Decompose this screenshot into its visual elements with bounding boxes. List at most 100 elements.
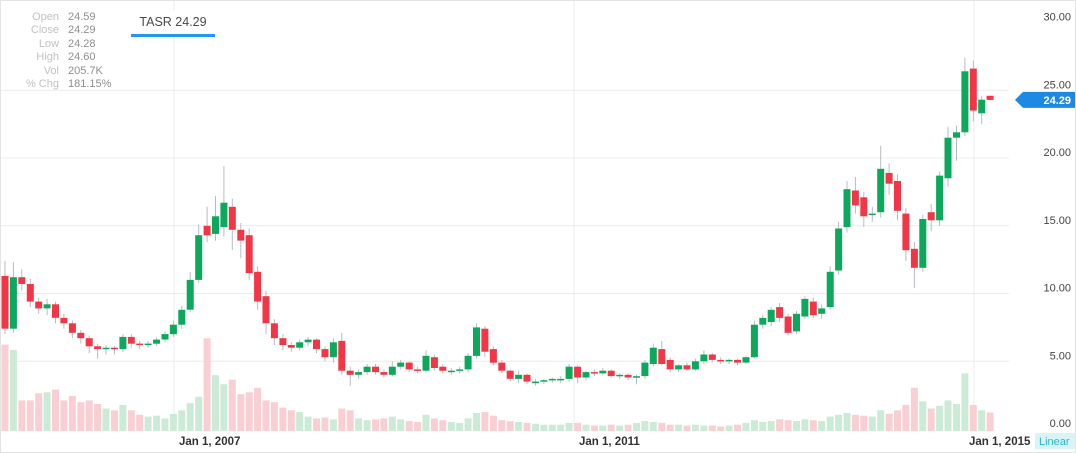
candle-body (607, 370, 615, 377)
volume-bars (1, 338, 994, 431)
candle-body (633, 376, 640, 378)
candle-body (759, 317, 767, 325)
price-tag[interactable]: 24.29 (1015, 91, 1076, 108)
scale-selector-highlight (1035, 433, 1075, 449)
candle-body (111, 347, 118, 350)
candle-body (498, 362, 506, 371)
candle-body (986, 95, 994, 100)
candle-body (649, 347, 657, 364)
candle-body (102, 347, 110, 350)
high-label: High (36, 51, 59, 64)
candle-body (809, 301, 817, 316)
price-tick-label: 5.00 (1050, 350, 1071, 362)
candle-body (919, 219, 927, 268)
candle-body (523, 374, 531, 382)
pct-change-label: % Chg (25, 78, 59, 91)
candle-body (776, 307, 784, 318)
candle-body (532, 381, 539, 384)
candle-body (910, 248, 918, 268)
candle-body (270, 323, 278, 339)
candle-body (68, 323, 76, 333)
candle-body (843, 189, 851, 228)
candle-body (52, 304, 59, 318)
candle-body (666, 359, 674, 370)
price-tick-label: 20.00 (1043, 147, 1071, 159)
candle-body (186, 279, 194, 310)
time-tick-label: Jan 1, 2011 (579, 436, 640, 448)
candle-body (927, 212, 935, 221)
candle-body (372, 366, 379, 373)
open-value: 24.59 (68, 11, 96, 23)
price-tick-label: 0.00 (1050, 418, 1071, 430)
candle-body (195, 235, 203, 280)
candle-body (506, 370, 514, 379)
legend-row-pct-change: % Chg 181.15% (17, 78, 111, 91)
candle-body (296, 342, 304, 348)
candle-body (178, 309, 186, 325)
candle-body (624, 374, 632, 378)
candle-body (565, 366, 573, 379)
candle-body (902, 213, 910, 251)
low-value: 24.28 (68, 37, 96, 50)
candle-body (456, 369, 464, 371)
candle-body (515, 374, 523, 379)
candle-body (262, 296, 270, 324)
low-label: Low (38, 37, 59, 50)
candle-body (414, 369, 422, 371)
candle-body (77, 332, 85, 339)
candle-body (321, 349, 329, 358)
candle-body (430, 357, 438, 368)
candle-body (936, 175, 944, 221)
candle-body (346, 370, 354, 375)
symbol-tab[interactable]: TASR 24.29 (131, 11, 215, 37)
time-tick-label: Jan 1, 2007 (179, 436, 240, 448)
candle-body (397, 362, 405, 367)
high-value: 24.60 (68, 51, 96, 64)
candle-body (1, 275, 9, 329)
candle-body (548, 378, 556, 381)
legend-row-open: Open 24.59 (17, 11, 111, 24)
candle-body (355, 372, 363, 375)
candle-body (582, 372, 590, 378)
candle-body (590, 372, 598, 374)
candle-body (169, 324, 177, 335)
candle-body (220, 202, 228, 228)
candle-body (279, 338, 287, 345)
candle-body (464, 355, 472, 370)
candle-body (675, 365, 683, 370)
candles[interactable] (1, 57, 994, 386)
candle-body (338, 340, 346, 371)
candle-body (574, 366, 582, 378)
price-axis[interactable]: 30.00 25.00 20.00 15.00 10.00 5.00 0.00 (1043, 12, 1071, 431)
candle-body (60, 317, 68, 324)
candle-body (725, 359, 733, 362)
candle-body (153, 339, 161, 344)
candle-body (978, 99, 986, 114)
candle-body (9, 277, 17, 329)
scale-selector[interactable]: Linear (1035, 433, 1076, 449)
candle-body (616, 374, 624, 377)
legend-row-close: Close 24.29 (17, 24, 111, 37)
candle-body (447, 370, 455, 373)
candle-body (708, 354, 716, 360)
candle-body (380, 372, 388, 375)
candle-body (287, 345, 295, 348)
candle-body (961, 71, 969, 133)
candle-body (818, 308, 826, 314)
candle-body (877, 168, 885, 213)
candle-body (254, 271, 262, 302)
candle-body (784, 316, 792, 333)
candle-body (894, 181, 901, 211)
candle-body (767, 309, 775, 322)
candle-body (557, 378, 565, 381)
legend-row-volume: Vol 205.7K (17, 65, 111, 78)
candle-body (18, 277, 26, 284)
candle-body (750, 324, 758, 358)
candle-body (969, 68, 977, 111)
candle-body (540, 380, 548, 382)
candle-body (313, 339, 320, 350)
time-axis[interactable]: Jan 1, 2007 Jan 1, 2011 Jan 1, 2015 (179, 436, 1031, 448)
candle-body (329, 342, 337, 358)
